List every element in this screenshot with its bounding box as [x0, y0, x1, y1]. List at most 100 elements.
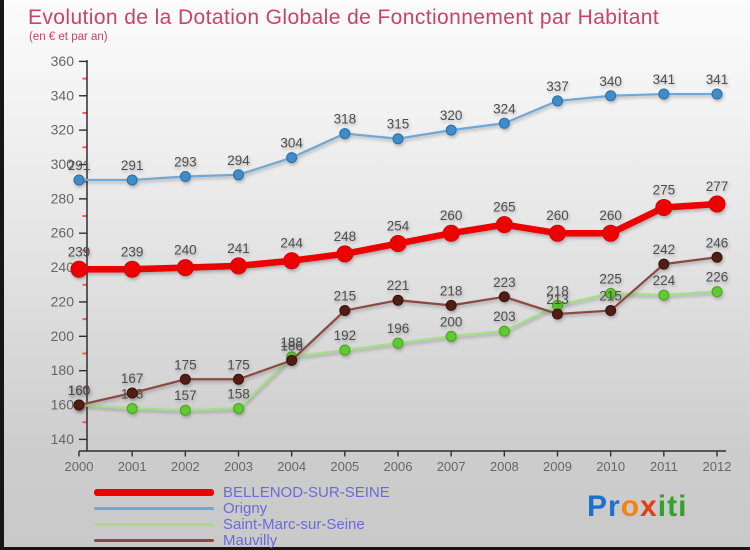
svg-text:280: 280 [51, 190, 75, 206]
svg-text:225: 225 [599, 271, 622, 286]
legend-item-mauvilly: Mauvilly [94, 532, 390, 548]
page-title: Evolution de la Dotation Globale de Fonc… [28, 6, 660, 29]
legend-swatch-saint-marc [94, 522, 214, 526]
svg-text:218: 218 [546, 283, 569, 298]
svg-text:215: 215 [599, 289, 622, 304]
svg-text:275: 275 [653, 182, 676, 197]
svg-text:320: 320 [51, 122, 75, 138]
legend-item-bellenod: BELLENOD-SUR-SEINE [94, 484, 390, 500]
svg-text:239: 239 [68, 244, 91, 259]
svg-text:158: 158 [227, 386, 250, 401]
svg-text:2011: 2011 [650, 459, 678, 474]
svg-text:160: 160 [68, 383, 91, 398]
chart-legend: BELLENOD-SUR-SEINE Origny Saint-Marc-sur… [94, 484, 390, 548]
svg-text:223: 223 [493, 275, 516, 290]
svg-text:2006: 2006 [384, 459, 413, 474]
svg-text:241: 241 [227, 241, 250, 256]
svg-text:192: 192 [334, 328, 357, 343]
svg-text:220: 220 [51, 293, 75, 309]
svg-text:188: 188 [280, 335, 303, 350]
svg-text:160: 160 [68, 383, 91, 398]
svg-text:2007: 2007 [437, 459, 466, 474]
svg-text:2004: 2004 [277, 459, 306, 474]
logo-letter: i [678, 490, 688, 523]
svg-text:218: 218 [440, 283, 463, 298]
svg-text:260: 260 [51, 225, 75, 241]
legend-label-saint-marc: Saint-Marc-sur-Seine [223, 515, 365, 533]
legend-label-bellenod: BELLENOD-SUR-SEINE [223, 483, 390, 501]
svg-text:340: 340 [599, 74, 622, 89]
svg-text:300: 300 [51, 156, 75, 172]
svg-text:320: 320 [440, 108, 463, 123]
svg-text:260: 260 [440, 208, 463, 223]
proxiti-logo[interactable]: Proxiti [587, 490, 687, 524]
legend-item-saint-marc: Saint-Marc-sur-Seine [94, 516, 390, 532]
svg-text:246: 246 [706, 235, 729, 250]
svg-text:341: 341 [706, 72, 729, 87]
svg-text:2005: 2005 [330, 459, 359, 474]
svg-text:240: 240 [174, 243, 197, 258]
svg-text:180: 180 [51, 362, 75, 378]
legend-label-mauvilly: Mauvilly [223, 531, 278, 549]
logo-letter: t [667, 490, 679, 523]
svg-text:2002: 2002 [171, 459, 200, 474]
svg-text:291: 291 [68, 158, 91, 173]
svg-text:2003: 2003 [224, 459, 253, 474]
svg-text:341: 341 [653, 72, 676, 87]
svg-text:291: 291 [121, 158, 144, 173]
svg-text:157: 157 [174, 388, 197, 403]
svg-text:2008: 2008 [490, 459, 519, 474]
svg-text:304: 304 [280, 136, 303, 151]
logo-letter: r [608, 490, 621, 523]
svg-text:244: 244 [280, 236, 303, 251]
legend-label-origny: Origny [223, 499, 268, 517]
svg-text:260: 260 [599, 208, 622, 223]
svg-text:200: 200 [51, 328, 75, 344]
svg-text:293: 293 [174, 155, 197, 170]
logo-letter: o [620, 490, 641, 523]
svg-text:186: 186 [280, 338, 303, 353]
svg-text:248: 248 [334, 229, 357, 244]
svg-text:2009: 2009 [543, 459, 572, 474]
svg-text:200: 200 [440, 314, 463, 329]
svg-text:294: 294 [227, 153, 250, 168]
svg-text:324: 324 [493, 101, 516, 116]
svg-text:254: 254 [387, 219, 410, 234]
svg-text:265: 265 [493, 200, 516, 215]
svg-text:240: 240 [51, 259, 75, 275]
svg-text:213: 213 [546, 292, 569, 307]
svg-text:140: 140 [51, 431, 75, 447]
svg-text:239: 239 [121, 244, 144, 259]
svg-text:203: 203 [493, 309, 516, 324]
svg-text:337: 337 [546, 79, 569, 94]
svg-text:2000: 2000 [65, 459, 94, 474]
svg-text:260: 260 [546, 208, 569, 223]
page-subtitle: (en € et par an) [29, 31, 108, 43]
svg-text:2012: 2012 [703, 459, 732, 474]
logo-letter: i [657, 490, 668, 523]
svg-text:360: 360 [51, 53, 75, 69]
svg-text:215: 215 [334, 289, 357, 304]
legend-item-origny: Origny [94, 500, 390, 516]
svg-text:318: 318 [334, 112, 357, 127]
svg-text:196: 196 [387, 321, 410, 336]
svg-text:160: 160 [51, 397, 75, 413]
svg-text:315: 315 [387, 117, 410, 132]
svg-text:175: 175 [174, 357, 197, 372]
svg-text:221: 221 [387, 278, 410, 293]
svg-text:340: 340 [51, 87, 75, 103]
svg-text:167: 167 [121, 371, 144, 386]
legend-swatch-mauvilly [94, 538, 214, 542]
svg-text:242: 242 [653, 242, 676, 257]
svg-text:224: 224 [653, 273, 676, 288]
svg-text:175: 175 [227, 357, 250, 372]
logo-letter-x: x [640, 490, 658, 523]
chart-svg: 140 160 180 200 220 240 260 280 300 320 340 360 2000… [51, 53, 732, 474]
legend-swatch-bellenod [94, 488, 214, 496]
svg-text:277: 277 [706, 179, 729, 194]
svg-text:226: 226 [706, 270, 729, 285]
svg-text:2001: 2001 [118, 459, 147, 474]
legend-swatch-origny [94, 506, 214, 510]
logo-letter: P [587, 490, 609, 523]
